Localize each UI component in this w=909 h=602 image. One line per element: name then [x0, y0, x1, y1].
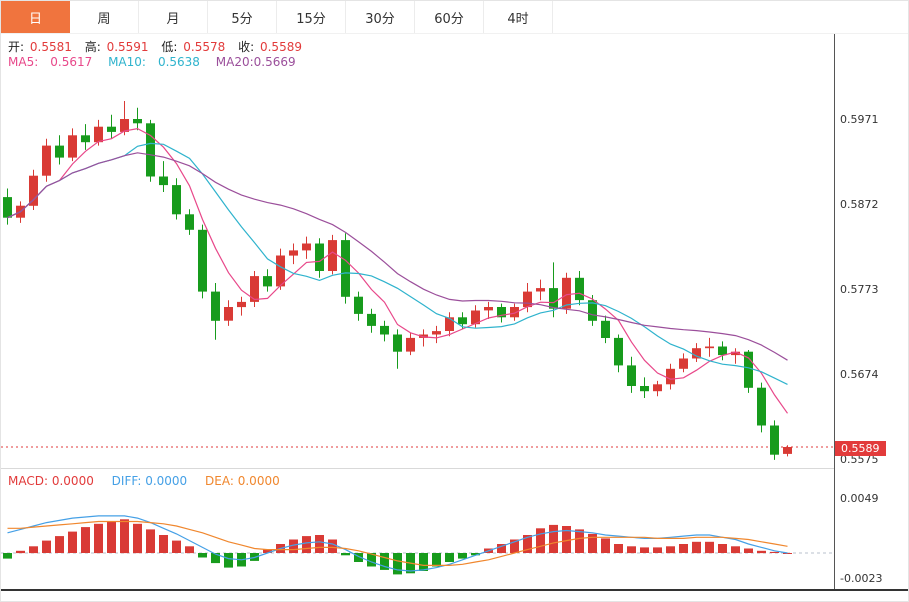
tab-15min[interactable]: 15分 [277, 1, 346, 33]
dea-value: 0.0000 [237, 474, 280, 488]
tab-day[interactable]: 日 [1, 1, 70, 33]
high-label: 高: [84, 40, 101, 54]
close-value: 0.5589 [259, 40, 302, 54]
macd-histogram-chart[interactable] [1, 471, 834, 589]
high-value: 0.5591 [106, 40, 149, 54]
interval-tabbar: 日 周 月 5分 15分 30分 60分 4时 [1, 1, 908, 34]
ma20-value: 0.5669 [253, 55, 296, 69]
diff-label: DIFF: 0.0000 [111, 474, 188, 488]
last-price-badge: 0.5589 [835, 441, 886, 456]
ma20-label: MA20: [215, 55, 254, 69]
ma5-label: MA5: [8, 55, 39, 69]
low-label: 低: [161, 40, 178, 54]
ma5-value: 0.5617 [50, 55, 93, 69]
panel-divider [1, 468, 834, 469]
ma10-label: MA10: [108, 55, 146, 69]
open-label: 开: [8, 40, 25, 54]
tab-5min[interactable]: 5分 [208, 1, 277, 33]
tab-30min[interactable]: 30分 [346, 1, 415, 33]
low-value: 0.5578 [183, 40, 226, 54]
macd-tick: 0.0049 [840, 492, 879, 505]
candlestick-chart[interactable] [1, 34, 834, 467]
ma10-value: 0.5638 [157, 55, 200, 69]
tab-60min[interactable]: 60分 [415, 1, 484, 33]
macd-value: 0.0000 [51, 474, 94, 488]
price-tick: 0.5971 [840, 113, 879, 126]
y-axis-line [834, 34, 835, 590]
x-axis-line [1, 589, 908, 591]
macd-tick: -0.0023 [840, 572, 883, 585]
close-label: 收: [238, 40, 255, 54]
dea-label: DEA: 0.0000 [205, 474, 280, 488]
tab-week[interactable]: 周 [70, 1, 139, 33]
price-chart-panel[interactable]: 开: 0.5581 高: 0.5591 低: 0.5578 收: 0.5589 … [1, 34, 834, 467]
ohlc-readout: 开: 0.5581 高: 0.5591 低: 0.5578 收: 0.5589 [8, 38, 311, 55]
price-tick: 0.5773 [840, 283, 879, 296]
diff-value: 0.0000 [145, 474, 188, 488]
price-tick: 0.5674 [840, 368, 879, 381]
open-value: 0.5581 [29, 40, 72, 54]
price-tick: 0.5575 [840, 453, 879, 466]
tab-4hour[interactable]: 4时 [484, 1, 553, 33]
tab-month[interactable]: 月 [139, 1, 208, 33]
ma-readout: MA5: 0.5617 MA10: 0.5638 MA20:0.5669 [8, 55, 296, 69]
macd-readout: MACD: 0.0000 DIFF: 0.0000 DEA: 0.0000 [8, 474, 280, 488]
macd-label: MACD: 0.0000 [8, 474, 94, 488]
price-tick: 0.5872 [840, 198, 879, 211]
macd-chart-panel[interactable]: MACD: 0.0000 DIFF: 0.0000 DEA: 0.0000 [1, 471, 834, 589]
